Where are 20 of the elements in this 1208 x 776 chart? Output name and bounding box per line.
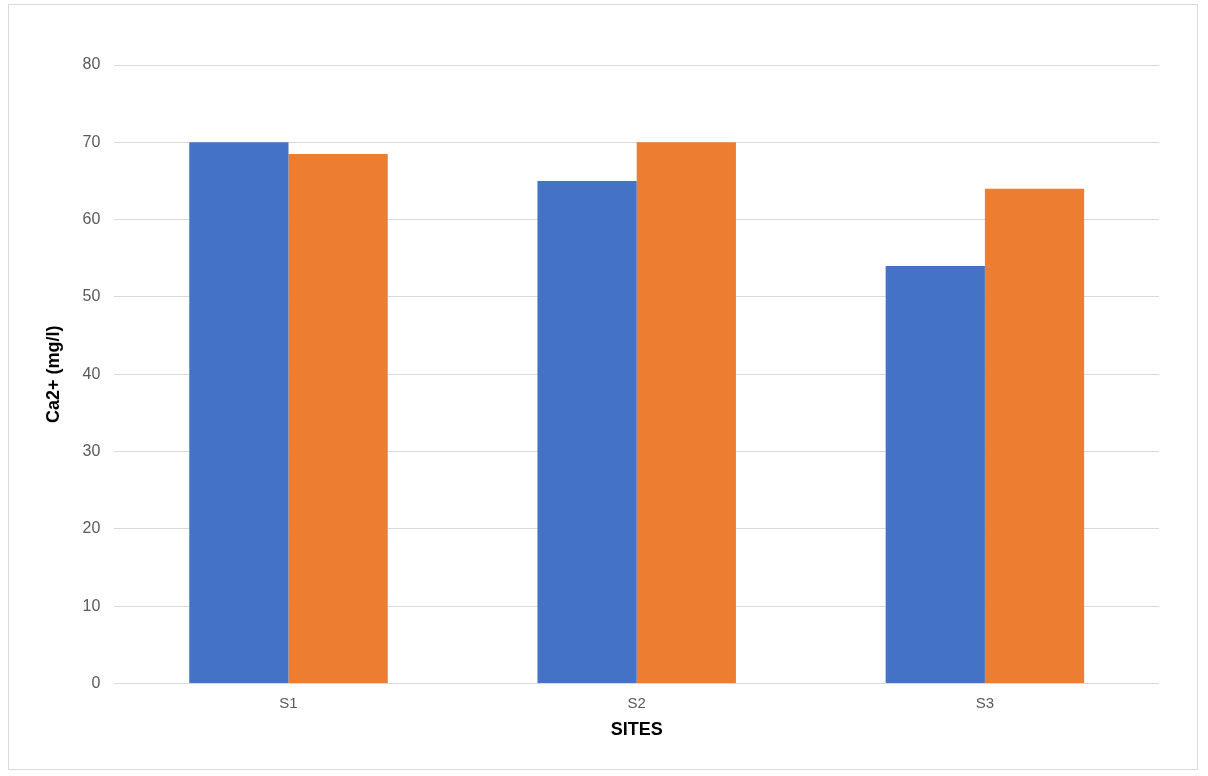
y-tick-label: 60	[82, 210, 101, 228]
y-tick-label: 30	[82, 441, 101, 459]
y-tick-label: 10	[82, 596, 101, 614]
x-tick-label: S2	[627, 693, 646, 711]
x-axis-title: SITES	[610, 719, 663, 740]
y-tick-label: 50	[82, 287, 101, 305]
bar	[189, 142, 289, 683]
bar	[636, 142, 736, 683]
y-tick-label: 20	[82, 519, 101, 537]
y-axis-title: Ca2+ (mg/l)	[42, 325, 63, 423]
y-tick-label: 40	[82, 364, 101, 382]
bar	[537, 180, 637, 683]
bar	[288, 153, 388, 683]
y-tick-label: 70	[82, 132, 101, 150]
x-tick-label: S3	[975, 693, 995, 711]
x-tick-label: S1	[279, 693, 298, 711]
bar	[984, 188, 1085, 683]
bar	[885, 265, 985, 683]
y-tick-label: 0	[91, 673, 101, 691]
y-tick-label: 80	[82, 55, 101, 73]
